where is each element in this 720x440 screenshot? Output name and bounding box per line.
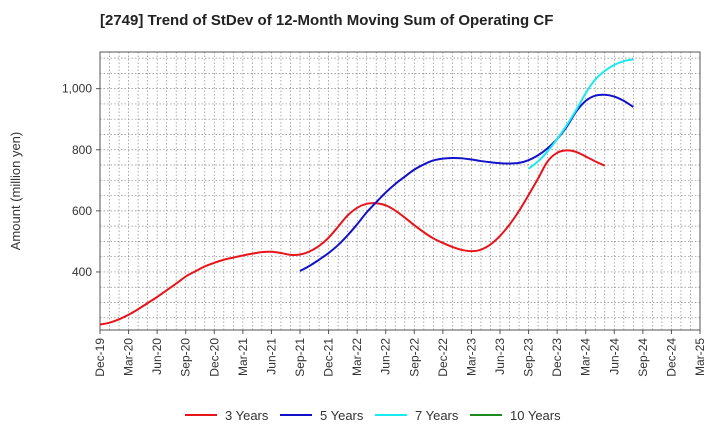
x-tick-label: Sep-23 xyxy=(522,338,536,377)
x-tick-label: Mar-24 xyxy=(579,338,593,376)
x-tick-label: Mar-23 xyxy=(464,338,478,376)
x-tick-label: Jun-23 xyxy=(493,338,507,375)
y-tick-label: 1,000 xyxy=(62,82,92,96)
chart-title: [2749] Trend of StDev of 12-Month Moving… xyxy=(100,12,553,29)
x-tick-label: Jun-22 xyxy=(379,338,393,375)
series-line-3-years xyxy=(99,149,606,326)
x-tick-label: Dec-20 xyxy=(207,338,221,377)
x-tick-label: Dec-24 xyxy=(664,338,678,377)
y-axis-label: Amount (million yen) xyxy=(8,132,23,251)
x-tick-label: Jun-24 xyxy=(607,338,621,375)
series-line-7-years xyxy=(527,58,634,170)
x-tick-label: Mar-22 xyxy=(350,338,364,376)
x-tick-label: Jun-21 xyxy=(264,338,278,375)
y-axis: 400 600 800 1,000 xyxy=(62,82,100,279)
x-axis: Dec-19 Mar-20 Jun-20 Sep-20 Dec-20 Mar-21 Jun-… xyxy=(93,330,707,377)
x-tick-label: Dec-21 xyxy=(322,338,336,377)
legend-label: 7 Years xyxy=(415,408,459,423)
x-tick-label: Mar-25 xyxy=(693,338,707,376)
x-tick-label: Dec-23 xyxy=(550,338,564,377)
x-tick-label: Sep-22 xyxy=(407,338,421,377)
plot-frame xyxy=(99,51,701,331)
x-tick-label: Sep-20 xyxy=(179,338,193,377)
x-tick-label: Sep-21 xyxy=(293,338,307,377)
x-tick-label: Jun-20 xyxy=(150,338,164,375)
x-tick-label: Sep-24 xyxy=(636,338,650,377)
x-tick-label: Mar-20 xyxy=(122,338,136,376)
x-tick-label: Dec-22 xyxy=(436,338,450,377)
legend-label: 5 Years xyxy=(320,408,364,423)
legend: 3 Years 5 Years 7 Years 10 Years xyxy=(185,408,561,423)
plot-area xyxy=(100,52,700,330)
y-tick-label: 400 xyxy=(72,265,92,279)
legend-label: 3 Years xyxy=(225,408,269,423)
x-tick-label: Mar-21 xyxy=(236,338,250,376)
series-lines xyxy=(99,58,634,326)
y-tick-label: 600 xyxy=(72,204,92,218)
x-tick-label: Dec-19 xyxy=(93,338,107,377)
legend-label: 10 Years xyxy=(510,408,561,423)
y-tick-label: 800 xyxy=(72,143,92,157)
